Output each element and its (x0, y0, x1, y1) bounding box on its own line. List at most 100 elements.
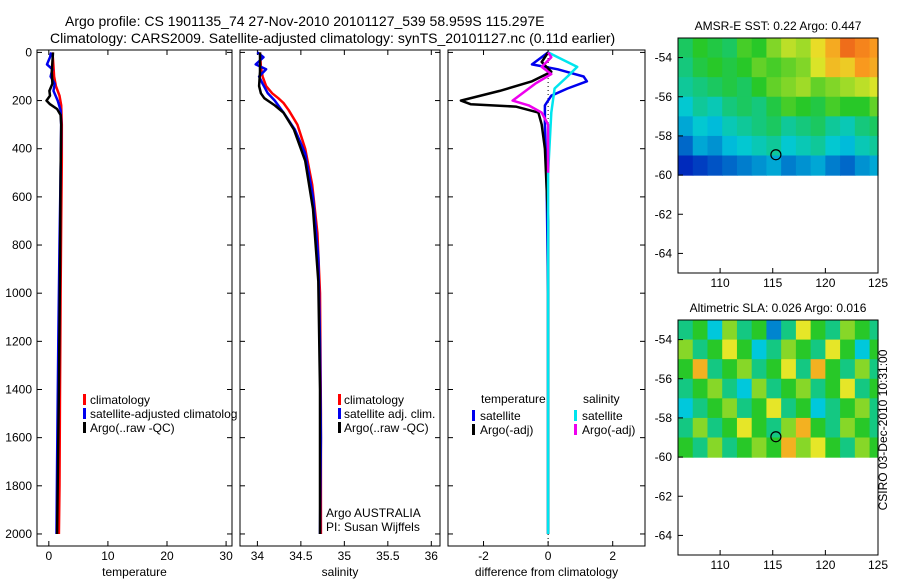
sst_map-cell (854, 38, 871, 59)
sla_map-cell (736, 378, 753, 399)
sst_map-cell (825, 116, 841, 137)
sla_map-ytick-label: -56 (655, 372, 673, 386)
temperature-ytick-label: 1200 (5, 334, 32, 348)
sla_map-cell (825, 437, 841, 458)
sst_map-cell (722, 116, 738, 137)
temperature-xtick-label: 10 (101, 549, 115, 563)
sst_map-ytick-label: -64 (655, 246, 673, 260)
sla_map-cell (766, 398, 782, 419)
sst_map-cell (825, 96, 841, 117)
sla_map-title: Altimetric SLA: 0.026 Argo: 0.016 (690, 301, 867, 315)
difference-legend-swatch (472, 424, 475, 435)
sla_map-cell (825, 417, 841, 439)
sla_map-cell (736, 437, 753, 458)
sst_map-cell (692, 77, 709, 98)
difference-legend-swatch (574, 424, 577, 435)
difference-xlabel: difference from climatology (475, 565, 618, 579)
sla_map-cell (854, 320, 871, 341)
sla_map-xtick-label: 115 (763, 558, 782, 572)
sla_map-cell (795, 320, 812, 341)
sst_map-cell (869, 57, 879, 78)
difference-legend-label: Argo(-adj) (582, 423, 635, 437)
sst_map-cell (781, 155, 797, 176)
salinity-xtick-label: 34 (251, 549, 265, 563)
sla_map-cell (781, 417, 797, 439)
sla_map-cell (722, 320, 738, 341)
difference-legend-label: satellite (582, 409, 623, 423)
sst_map-cell (869, 38, 879, 59)
sla_map-cell (722, 398, 738, 419)
sla_map-cell (751, 378, 768, 399)
sla_map-cell (869, 437, 879, 458)
sla_map-cell (766, 339, 782, 360)
sst_map-cell (810, 57, 826, 78)
sla_map-xtick-label: 110 (711, 558, 730, 572)
sla_map-cell (707, 417, 723, 439)
sla_map-cell (707, 398, 723, 419)
sst_map-cell (678, 77, 694, 98)
sla_map-cell (781, 398, 797, 419)
difference-xtick-label: 0 (545, 549, 552, 563)
temperature-xtick-label: 30 (219, 549, 233, 563)
sla_map-cell (707, 378, 723, 399)
sst_map-cell (810, 77, 826, 98)
sst_map-cell (766, 116, 782, 137)
sla_map-cell (869, 398, 879, 419)
sst_map-cell (840, 38, 856, 59)
sla_map-cell (736, 320, 753, 341)
sla_map-cell (751, 359, 768, 380)
sst_map-cell (854, 77, 871, 98)
sla_map-cell (692, 378, 709, 399)
difference-legend-label: Argo(-adj) (480, 423, 533, 437)
salinity-legend-swatch (338, 408, 341, 419)
sst_map-cell (751, 135, 768, 157)
temperature-ytick-label: 1600 (5, 431, 32, 445)
sst_map-cell (795, 116, 812, 137)
sla_map-cell (810, 320, 826, 341)
sst_map-cell (869, 77, 879, 98)
sla_map-cell (840, 359, 856, 380)
sla_map-cell (795, 417, 812, 439)
sst_map-cell (840, 77, 856, 98)
sst_map-cell (795, 38, 812, 59)
figure-title-line2: Climatology: CARS2009. Satellite-adjuste… (50, 30, 615, 46)
sla_map-cell (751, 437, 768, 458)
sla_map-cell (707, 339, 723, 360)
sst_map-cell (795, 77, 812, 98)
temperature-legend-label: climatology (90, 393, 150, 407)
sla_map-cell (736, 339, 753, 360)
temperature-xlabel: temperature (102, 565, 167, 579)
sst_map-cell (854, 57, 871, 78)
temperature-ytick-label: 1800 (5, 479, 32, 493)
sla_map-cell (825, 359, 841, 380)
sla_map-cell (810, 339, 826, 360)
sst_map-cell (810, 116, 826, 137)
sst_map-cell (707, 96, 723, 117)
sst_map-cell (736, 135, 753, 157)
sst_map-cell (854, 116, 871, 137)
sst_map-cell (736, 116, 753, 137)
sst_map-cell (825, 77, 841, 98)
sla_map-cell (722, 417, 738, 439)
salinity-legend-label: Argo(..raw -QC) (344, 421, 429, 435)
sla_map-cell (854, 339, 871, 360)
sla_map-cell (795, 378, 812, 399)
sst_map-cell (751, 57, 768, 78)
difference-legend-swatch (472, 410, 475, 421)
sla_map-cell (869, 359, 879, 380)
sst_map-cell (840, 57, 856, 78)
sst_map-ytick-label: -54 (655, 51, 673, 65)
sst_map-cell (840, 135, 856, 157)
sst_map-cell (869, 96, 879, 117)
difference-axes-frame (447, 49, 646, 547)
sst_map-cell (781, 38, 797, 59)
sla_map-cell (840, 417, 856, 439)
sla_map-cell (840, 339, 856, 360)
temperature-ytick-label: 1000 (5, 286, 32, 300)
sla_map-cell (825, 320, 841, 341)
difference-xtick-label: 2 (609, 549, 616, 563)
sst_map-cell (678, 38, 694, 59)
sst_map-cell (751, 77, 768, 98)
sla_map-cell (766, 437, 782, 458)
